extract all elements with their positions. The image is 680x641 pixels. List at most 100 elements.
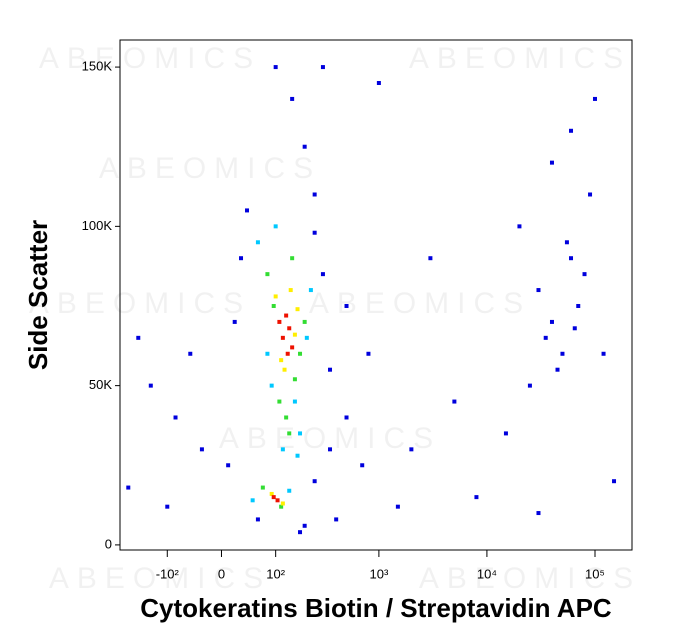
event-dot: [569, 256, 574, 261]
event-dot: [295, 453, 300, 458]
event-dot: [245, 208, 250, 213]
event-dot: [564, 240, 569, 245]
x-tick-label: 10⁴: [477, 566, 497, 581]
watermark: ABEOMICS: [219, 422, 441, 455]
event-dot: [549, 160, 554, 165]
event-dot: [280, 447, 285, 452]
event-dot: [536, 511, 541, 516]
event-dot: [273, 224, 278, 229]
event-dot: [360, 463, 365, 468]
x-tick-label: 0: [218, 566, 225, 581]
event-dot: [503, 431, 508, 436]
points: [126, 65, 617, 535]
event-dot: [290, 256, 295, 261]
event-dot: [277, 399, 282, 404]
event-dot: [428, 256, 433, 261]
event-dot: [269, 383, 274, 388]
event-dot: [298, 351, 303, 356]
event-dot: [543, 335, 548, 340]
watermark: ABEOMICS: [99, 152, 321, 185]
event-dot: [280, 501, 285, 506]
event-dot: [165, 504, 170, 509]
event-dot: [452, 399, 457, 404]
event-dot: [312, 230, 317, 235]
plot-frame: [119, 39, 633, 551]
watermark: ABEOMICS: [419, 562, 641, 595]
event-dot: [560, 351, 565, 356]
event-dot: [298, 431, 303, 436]
event-dot: [409, 447, 414, 452]
event-dot: [148, 383, 153, 388]
event-dot: [582, 272, 587, 277]
event-dot: [279, 358, 284, 363]
event-dot: [320, 272, 325, 277]
event-dot: [292, 399, 297, 404]
event-dot: [290, 345, 295, 350]
event-dot: [592, 96, 597, 101]
event-dot: [517, 224, 522, 229]
event-dot: [320, 65, 325, 70]
event-dot: [269, 491, 274, 496]
event-dot: [328, 447, 333, 452]
event-dot: [536, 288, 541, 293]
event-dot: [255, 240, 260, 245]
event-dot: [287, 488, 292, 493]
event-dot: [285, 351, 290, 356]
event-dot: [284, 415, 289, 420]
event-dot: [344, 415, 349, 420]
event-dot: [260, 485, 265, 490]
event-dot: [312, 192, 317, 197]
y-axis-title: Side Scatter: [23, 220, 53, 370]
event-dot: [601, 351, 606, 356]
event-dot: [265, 272, 270, 277]
event-dot: [284, 313, 289, 318]
watermark: ABEOMICS: [39, 42, 261, 75]
event-dot: [288, 288, 293, 293]
event-dot: [271, 303, 276, 308]
event-dot: [126, 485, 131, 490]
event-dot: [287, 431, 292, 436]
event-dot: [312, 479, 317, 484]
y-tick-label: 150K: [82, 59, 113, 74]
event-dot: [588, 192, 593, 197]
watermark: ABEOMICS: [409, 42, 631, 75]
event-dot: [572, 326, 577, 331]
event-dot: [304, 335, 309, 340]
event-dot: [250, 498, 255, 503]
x-tick-label: 10⁵: [585, 566, 605, 581]
event-dot: [255, 517, 260, 522]
event-dot: [569, 128, 574, 133]
event-dot: [474, 495, 479, 500]
event-dot: [344, 303, 349, 308]
event-dot: [232, 319, 237, 324]
event-dot: [576, 303, 581, 308]
event-dot: [298, 530, 303, 535]
x-axis-title: Cytokeratins Biotin / Streptavidin APC: [140, 593, 612, 623]
event-dot: [555, 367, 560, 372]
event-dot: [366, 351, 371, 356]
x-tick-label: -10²: [156, 566, 180, 581]
event-dot: [292, 332, 297, 337]
event-dot: [287, 326, 292, 331]
event-dot: [302, 319, 307, 324]
event-dot: [282, 367, 287, 372]
event-dot: [273, 65, 278, 70]
event-dot: [239, 256, 244, 261]
event-dot: [277, 319, 282, 324]
event-dot: [199, 447, 204, 452]
event-dot: [549, 319, 554, 324]
watermark: ABEOMICS: [49, 562, 271, 595]
event-dot: [275, 498, 280, 503]
event-dot: [302, 144, 307, 149]
watermark: ABEOMICS: [29, 287, 251, 320]
event-dot: [173, 415, 178, 420]
y-tick-label: 50K: [89, 377, 112, 392]
x-tick-label: 10³: [369, 566, 388, 581]
y-tick-label: 0: [105, 536, 112, 551]
event-dot: [308, 288, 313, 293]
event-dot: [271, 495, 276, 500]
event-dot: [292, 377, 297, 382]
watermark: ABEOMICS: [309, 287, 531, 320]
event-dot: [265, 351, 270, 356]
